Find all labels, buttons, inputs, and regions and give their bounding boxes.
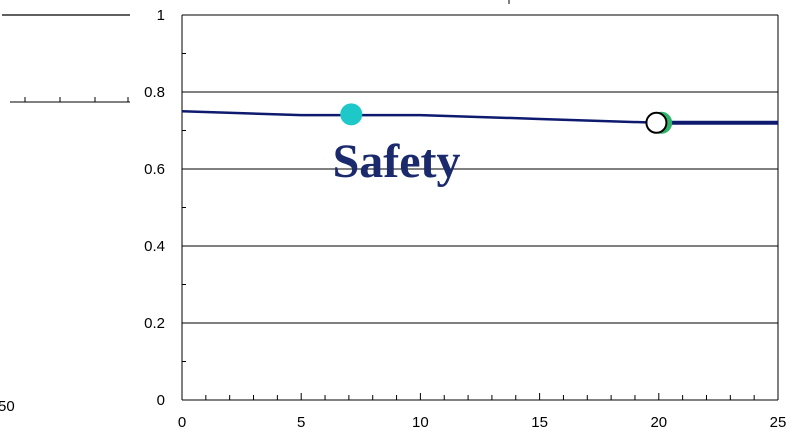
left-panel-partial-label: 50 xyxy=(0,398,15,415)
annotations: Safety xyxy=(333,135,461,188)
data-point-marker xyxy=(340,103,363,126)
y-tick-label: 1 xyxy=(157,7,165,24)
x-tick-label: 20 xyxy=(650,414,667,431)
y-tick-label: 0.6 xyxy=(144,161,165,178)
x-tick-label: 5 xyxy=(297,414,305,431)
markers xyxy=(340,103,673,134)
safety-label: Safety xyxy=(333,135,461,188)
y-tick-label: 0.4 xyxy=(144,238,165,255)
data-point-marker xyxy=(645,111,668,134)
x-tick-label: 10 xyxy=(412,414,429,431)
x-tick-label: 0 xyxy=(178,414,186,431)
axes: 00.20.40.60.810 5 10 15 20 25 xyxy=(144,7,786,431)
y-tick-label: 0 xyxy=(157,392,165,409)
series xyxy=(181,110,778,125)
left-panel-fragment: 50 xyxy=(0,14,130,415)
grid xyxy=(182,14,778,401)
y-tick-label: 0.2 xyxy=(144,315,165,332)
x-tick-label: 15 xyxy=(531,414,548,431)
x-tick-label: 25 xyxy=(770,414,787,431)
y-tick-label: 0.8 xyxy=(144,84,165,101)
